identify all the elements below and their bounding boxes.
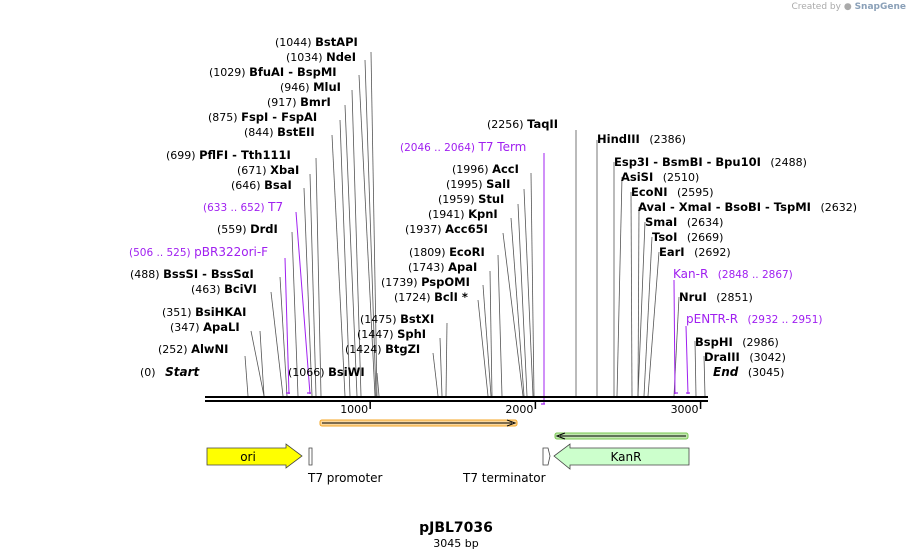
site-label[interactable]: AsiSI (2510): [621, 170, 699, 184]
site-labels-right: HindIII (2386) Esp3I - BsmBI - Bpu10I (2…: [597, 132, 857, 364]
t7-terminator-label: T7 terminator: [462, 471, 546, 485]
t7-promoter-label: T7 promoter: [307, 471, 383, 485]
site-label[interactable]: (1959) StuI: [438, 192, 504, 206]
site-label[interactable]: (1809) EcoRI: [409, 245, 485, 259]
site-label[interactable]: (1475) BstXI: [360, 312, 434, 326]
site-label[interactable]: HindIII (2386): [597, 132, 686, 146]
ori-feature[interactable]: [206, 443, 303, 469]
orf-forward-arrow: [506, 419, 517, 427]
site-label[interactable]: (699) PflFI - Tth111I: [166, 148, 291, 162]
site-label[interactable]: (1029) BfuAI - BspMI: [209, 65, 337, 79]
site-label[interactable]: Esp3I - BsmBI - Bpu10I (2488): [614, 155, 807, 169]
site-label[interactable]: (844) BstEII: [244, 125, 315, 139]
site-label[interactable]: (1724) BclI *: [394, 290, 468, 304]
kanr-label: KanR: [611, 450, 642, 464]
ruler-tick-label: 1000: [340, 403, 368, 416]
backbone-top: [205, 396, 708, 398]
site-label[interactable]: NruI (2851): [679, 290, 753, 304]
site-label[interactable]: (1424) BtgZI: [345, 342, 420, 356]
site-label[interactable]: (347) ApaLI: [170, 320, 240, 334]
site-label[interactable]: (351) BsiHKAI: [162, 305, 246, 319]
site-label[interactable]: (1447) SphI: [357, 327, 426, 341]
site-label[interactable]: (463) BciVI: [191, 282, 257, 296]
ruler-tick-label: 2000: [505, 403, 533, 416]
kanr-feature[interactable]: [553, 443, 690, 470]
site-label[interactable]: (1066) BsiWI: [288, 365, 365, 379]
t7-terminator-feature[interactable]: [542, 447, 551, 466]
site-label[interactable]: (2256) TaqII: [487, 117, 558, 131]
site-label[interactable]: AvaI - XmaI - BsoBI - TspMI (2632): [638, 200, 857, 214]
site-label[interactable]: (488) BssSI - BssSαI: [130, 267, 254, 281]
site-label[interactable]: BspHI (2986): [695, 335, 779, 349]
site-label[interactable]: SmaI (2634): [645, 215, 723, 229]
backbone-bottom: [205, 400, 708, 402]
primer-labels: (2046 .. 2064) T7 Term (633 .. 652) T7 (…: [129, 140, 823, 326]
t7-promoter-feature[interactable]: [308, 447, 313, 466]
site-label[interactable]: (671) XbaI: [237, 163, 299, 177]
site-label[interactable]: (252) AlwNI: [158, 342, 228, 356]
site-label[interactable]: TsoI (2669): [652, 230, 723, 244]
site-label[interactable]: EarI (2692): [659, 245, 731, 259]
primer-label-t7[interactable]: (633 .. 652) T7: [203, 200, 283, 214]
site-label[interactable]: (1743) ApaI: [408, 260, 477, 274]
site-label[interactable]: (646) BsaI: [231, 178, 292, 192]
snapgene-logo-icon: ●: [843, 2, 852, 12]
start-label: (0) Start: [140, 365, 200, 379]
site-label[interactable]: (875) FspI - FspAI: [208, 110, 317, 124]
primer-label-kan-r[interactable]: Kan-R (2848 .. 2867): [673, 267, 793, 281]
ori-label: ori: [240, 450, 256, 464]
primer-label-pentr-r[interactable]: pENTR-R (2932 .. 2951): [686, 312, 823, 326]
ruler-tick-label: 3000: [671, 403, 699, 416]
site-labels-left: (1044) BstAPI (1034) NdeI (1029) BfuAI -…: [130, 35, 358, 356]
plasmid-name: pJBL7036: [419, 520, 493, 536]
site-label[interactable]: (1034) NdeI: [286, 50, 356, 64]
site-label[interactable]: (1996) AccI: [452, 162, 519, 176]
primer-connectors: [284, 153, 689, 404]
orf-reverse-arrow: [555, 432, 566, 440]
end-label: End (3045): [713, 365, 784, 379]
site-label[interactable]: (1937) Acc65I: [405, 222, 488, 236]
site-label[interactable]: DraIII (3042): [704, 350, 786, 364]
primer-label-t7-term[interactable]: (2046 .. 2064) T7 Term: [400, 140, 526, 154]
site-label[interactable]: (559) DrdI: [217, 222, 278, 236]
site-label[interactable]: (1995) SalI: [446, 177, 510, 191]
snapgene-credit: Created by ● SnapGene: [791, 2, 906, 12]
site-label[interactable]: (946) MluI: [280, 80, 341, 94]
primer-label-pbr322ori-f[interactable]: (506 .. 525) pBR322ori-F: [129, 245, 268, 259]
site-labels-middle: (2256) TaqII (1996) AccI (1995) SalI (19…: [288, 117, 558, 379]
site-label[interactable]: (1044) BstAPI: [275, 35, 358, 49]
site-label[interactable]: (1941) KpnI: [428, 207, 498, 221]
primer-marks: [286, 392, 690, 405]
ruler-ticks: 1000 2000 3000: [340, 402, 702, 416]
site-label[interactable]: (1739) PspOMI: [381, 275, 470, 289]
plasmid-size: 3045 bp: [433, 537, 478, 550]
site-label[interactable]: (917) BmrI: [267, 95, 331, 109]
site-label[interactable]: EcoNI (2595): [631, 185, 714, 199]
credit-brand: SnapGene: [854, 2, 906, 12]
credit-prefix: Created by: [791, 2, 841, 12]
